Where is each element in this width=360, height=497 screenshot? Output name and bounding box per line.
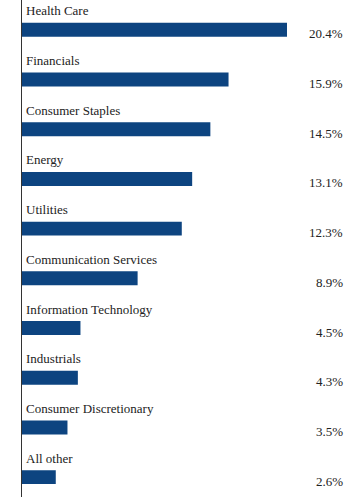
svg-text:15.9%: 15.9% bbox=[309, 76, 343, 91]
svg-text:4.3%: 4.3% bbox=[316, 374, 343, 389]
svg-text:Financials: Financials bbox=[26, 53, 79, 68]
svg-text:Industrials: Industrials bbox=[26, 351, 81, 366]
svg-text:Communication Services: Communication Services bbox=[26, 252, 157, 267]
svg-text:2.6%: 2.6% bbox=[316, 474, 343, 489]
svg-text:Consumer Discretionary: Consumer Discretionary bbox=[26, 401, 154, 416]
svg-text:12.3%: 12.3% bbox=[309, 225, 343, 240]
svg-text:8.9%: 8.9% bbox=[316, 275, 343, 290]
svg-text:20.4%: 20.4% bbox=[309, 26, 343, 41]
svg-text:Consumer Staples: Consumer Staples bbox=[26, 103, 120, 118]
svg-text:3.5%: 3.5% bbox=[316, 424, 343, 439]
svg-text:Information Technology: Information Technology bbox=[26, 302, 153, 317]
svg-text:Utilities: Utilities bbox=[26, 202, 68, 217]
svg-text:Energy: Energy bbox=[26, 152, 64, 167]
svg-text:14.5%: 14.5% bbox=[309, 126, 343, 141]
svg-text:All other: All other bbox=[26, 451, 73, 466]
svg-text:13.1%: 13.1% bbox=[309, 175, 343, 190]
svg-text:Health Care: Health Care bbox=[26, 3, 89, 18]
svg-text:4.5%: 4.5% bbox=[316, 325, 343, 340]
